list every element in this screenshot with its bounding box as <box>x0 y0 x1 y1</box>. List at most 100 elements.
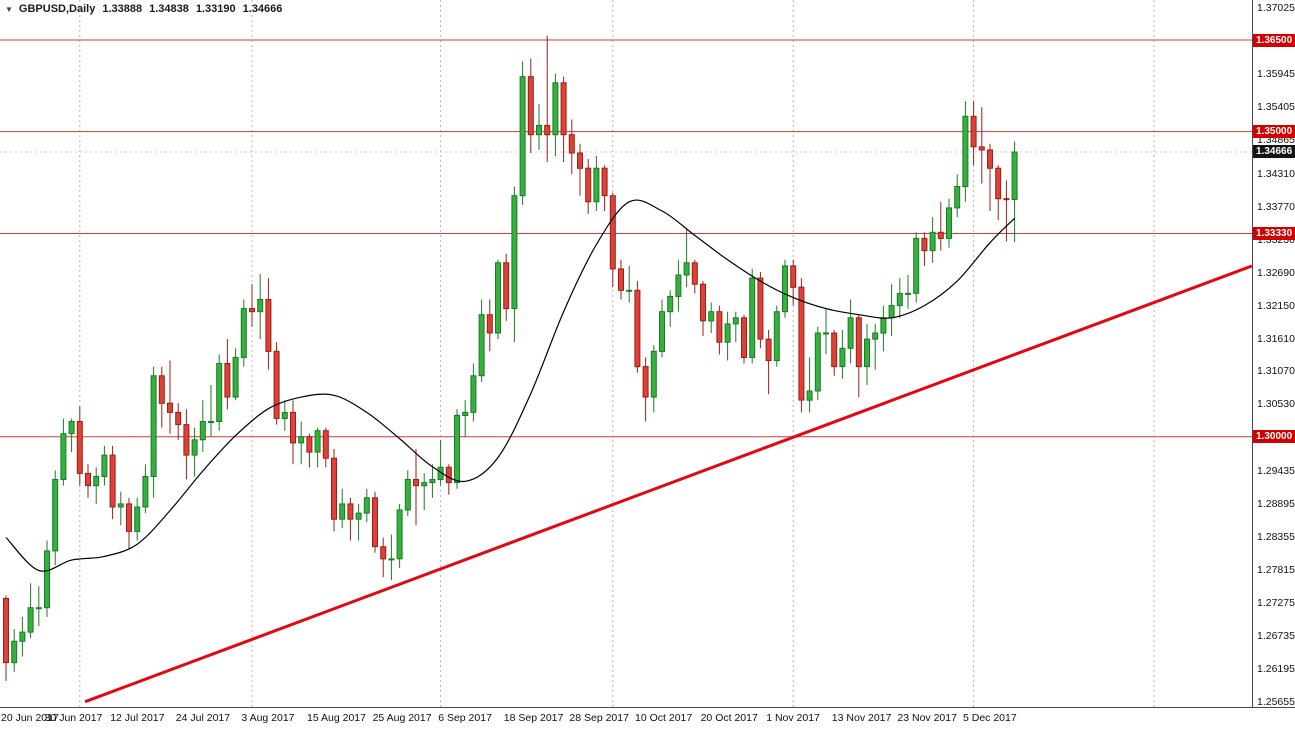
candle-body <box>626 289 633 292</box>
candle-body <box>1003 198 1010 201</box>
candle-body <box>126 503 132 532</box>
candle-body <box>363 497 370 514</box>
candle-body <box>527 76 534 136</box>
candle-body <box>790 265 797 288</box>
candle-body <box>708 311 715 322</box>
candle-body <box>232 356 239 398</box>
price-level-label: 1.35000 <box>1253 125 1295 139</box>
candle-body <box>11 640 18 664</box>
candle-body <box>757 277 764 340</box>
candle-body <box>970 115 977 148</box>
candle-body <box>593 167 600 203</box>
candle-body <box>716 311 723 343</box>
candle-body <box>290 411 296 444</box>
candle-body <box>199 421 206 441</box>
candle-body <box>577 152 583 169</box>
price-level-label: 1.36500 <box>1253 33 1295 47</box>
candle-body <box>445 466 452 484</box>
candle-body <box>117 503 124 508</box>
candle-body <box>831 332 838 368</box>
candle-body <box>880 317 887 334</box>
candle-body <box>175 411 182 426</box>
candle-body <box>281 411 288 419</box>
candle-body <box>462 411 469 416</box>
candle-body <box>864 338 870 368</box>
candle-body <box>544 125 551 136</box>
date-tick-label: 30 Jun 2017 <box>44 712 103 724</box>
candle-body <box>216 363 223 422</box>
candle-body <box>675 274 682 297</box>
candle-body <box>347 503 354 520</box>
date-tick-label: 5 Dec 2017 <box>963 712 1017 724</box>
candle-body <box>486 314 493 334</box>
symbol-dropdown-icon[interactable]: ▼ <box>5 4 13 14</box>
close-value: 1.34666 <box>242 3 283 15</box>
candle-body <box>913 237 920 294</box>
candle-body <box>667 295 674 313</box>
date-tick-label: 13 Nov 2017 <box>831 712 892 724</box>
price-tick-label: 1.35405 <box>1257 100 1295 113</box>
price-tick-label: 1.31070 <box>1257 365 1295 378</box>
candles <box>3 35 1018 681</box>
price-tick-label: 1.34310 <box>1257 167 1295 180</box>
candle-body <box>298 436 305 444</box>
candle-body <box>609 195 616 270</box>
price-tick-label: 1.34865 <box>1257 133 1295 146</box>
ohlc-readout: ▼ GBPUSD,Daily 1.33888 1.34838 1.33190 1… <box>5 3 282 15</box>
candle-body <box>929 231 936 252</box>
candle-body <box>183 424 190 456</box>
candle-body <box>478 314 485 377</box>
moving-average-line[interactable] <box>5 199 1016 572</box>
candle-body <box>35 607 42 610</box>
candle-body <box>741 317 747 358</box>
price-tick-label: 1.33770 <box>1257 200 1295 213</box>
candle-body <box>224 363 231 398</box>
candle-body <box>109 454 116 508</box>
price-tick-label: 1.29435 <box>1257 465 1295 478</box>
price-tick-label: 1.27815 <box>1257 564 1295 577</box>
price-tick-label: 1.31610 <box>1257 332 1295 345</box>
candle-body <box>396 509 403 560</box>
date-tick-label: 20 Oct 2017 <box>700 712 758 724</box>
candle-body <box>265 299 272 352</box>
candle-body <box>372 497 378 548</box>
date-tick-label: 3 Aug 2017 <box>241 712 295 724</box>
candle-body <box>240 308 247 358</box>
price-tick-label: 1.37025 <box>1257 2 1295 14</box>
candle-body <box>839 347 846 368</box>
candle-body <box>847 317 854 349</box>
candle-body <box>257 299 264 313</box>
candle-body <box>3 598 9 664</box>
candle-body <box>421 482 428 487</box>
high-value: 1.34838 <box>149 3 189 15</box>
price-tick-label: 1.32150 <box>1257 299 1295 312</box>
candle-body <box>93 476 100 487</box>
candle-body <box>76 421 83 474</box>
candle-body <box>511 195 518 310</box>
trendline[interactable] <box>84 264 1252 704</box>
candle-body <box>585 167 592 203</box>
candle-body <box>765 338 772 362</box>
time-axis[interactable]: 20 Jun 2017 30 Jun 2017 12 Jul 2017 24 Jul … <box>0 707 1295 729</box>
candle-body <box>1011 151 1018 200</box>
price-tick-label: 1.32690 <box>1257 266 1295 279</box>
price-level-label: 1.30000 <box>1253 430 1295 444</box>
candle-body <box>454 414 460 483</box>
candle-body <box>142 476 149 508</box>
price-tick-label: 1.30530 <box>1257 398 1295 411</box>
candle-body <box>642 366 649 398</box>
candle-body <box>814 332 821 392</box>
candle-body <box>782 265 788 313</box>
price-axis[interactable]: 1.37025 1.35945 1.35405 1.34865 1.34310 1.337… <box>1252 0 1295 708</box>
candle-body <box>404 479 411 511</box>
current-price-label: 1.34666 <box>1253 145 1295 159</box>
candle-body <box>937 231 944 239</box>
candle-body <box>380 546 387 560</box>
level-lines <box>0 39 1252 438</box>
candle-body <box>503 262 510 310</box>
price-tick-label: 1.26735 <box>1257 630 1295 643</box>
candle-body <box>249 308 255 313</box>
price-chart-canvas[interactable] <box>0 0 1252 707</box>
candle-body <box>601 167 608 197</box>
